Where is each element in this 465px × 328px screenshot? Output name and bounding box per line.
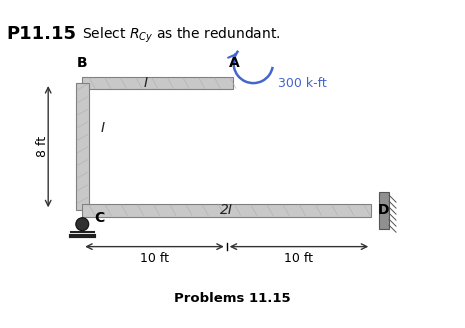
Text: Select $R_{Cy}$ as the redundant.: Select $R_{Cy}$ as the redundant.	[82, 25, 281, 45]
Text: D: D	[378, 203, 390, 217]
Text: Problems 11.15: Problems 11.15	[174, 292, 291, 305]
Text: P11.15: P11.15	[6, 25, 76, 43]
Bar	[379, 192, 389, 229]
Text: 2I: 2I	[220, 203, 233, 217]
Text: 10 ft: 10 ft	[140, 253, 169, 265]
Text: A: A	[229, 56, 240, 70]
Polygon shape	[82, 77, 232, 90]
Text: I: I	[144, 76, 148, 90]
Text: I: I	[100, 121, 104, 135]
Text: C: C	[94, 211, 105, 225]
Text: B: B	[77, 56, 87, 70]
Text: 8 ft: 8 ft	[36, 136, 49, 157]
Polygon shape	[82, 204, 371, 216]
Circle shape	[76, 218, 89, 231]
Text: 10 ft: 10 ft	[285, 253, 313, 265]
Polygon shape	[76, 83, 89, 210]
Text: 300 k-ft: 300 k-ft	[278, 77, 326, 90]
